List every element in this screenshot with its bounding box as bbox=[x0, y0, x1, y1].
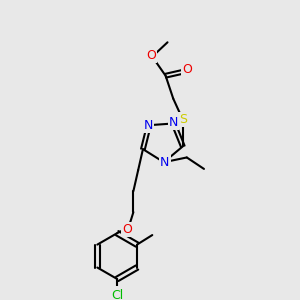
Text: S: S bbox=[179, 113, 187, 126]
Text: O: O bbox=[122, 223, 132, 236]
Text: Cl: Cl bbox=[111, 289, 123, 300]
Text: N: N bbox=[143, 119, 153, 132]
Text: N: N bbox=[160, 156, 170, 169]
Text: N: N bbox=[169, 116, 178, 129]
Text: O: O bbox=[146, 49, 156, 62]
Text: O: O bbox=[183, 64, 193, 76]
